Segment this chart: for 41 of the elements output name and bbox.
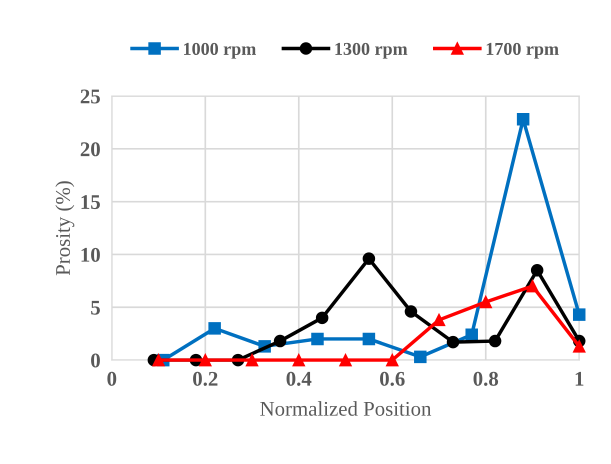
y-axis-title: Prosity (%): [55, 181, 74, 276]
point: [292, 354, 306, 366]
legend-label: 1300 rpm: [335, 42, 408, 59]
y-tick-label: 0: [91, 353, 100, 368]
legend-label: 1000 rpm: [184, 42, 256, 59]
y-tick-label: 20: [80, 142, 100, 156]
point: [516, 113, 530, 126]
y-tick-label: 15: [82, 195, 100, 210]
y-tick-label: 10: [82, 248, 100, 262]
point: [274, 334, 286, 348]
point: [404, 305, 418, 318]
y-tick-label: 5: [91, 300, 100, 315]
point: [446, 336, 460, 348]
x-tick-label: 0.6: [380, 372, 405, 386]
legend-label: 1700 rpm: [486, 42, 559, 59]
x-tick-label: 0: [107, 372, 116, 386]
point: [152, 354, 165, 366]
point: [414, 350, 427, 364]
x-tick-label: 0.8: [474, 372, 498, 386]
x-tick-label: 0.2: [193, 372, 218, 386]
point: [246, 354, 258, 366]
y-tick-label: 25: [80, 89, 100, 104]
point: [572, 308, 586, 321]
point: [311, 332, 324, 346]
point: [362, 332, 376, 346]
point: [339, 354, 352, 366]
point: [386, 354, 399, 366]
point: [199, 354, 212, 366]
x-axis-title: Normalized Position: [260, 401, 432, 416]
point: [572, 340, 586, 353]
point: [465, 328, 478, 341]
x-tick-label: 0.4: [286, 372, 312, 386]
point: [432, 314, 446, 326]
point: [362, 252, 376, 265]
point: [526, 280, 539, 292]
point: [479, 296, 492, 308]
point: [488, 334, 502, 348]
point: [316, 312, 328, 324]
point: [208, 322, 221, 335]
x-tick-label: 1: [576, 372, 584, 386]
point: [530, 264, 544, 277]
